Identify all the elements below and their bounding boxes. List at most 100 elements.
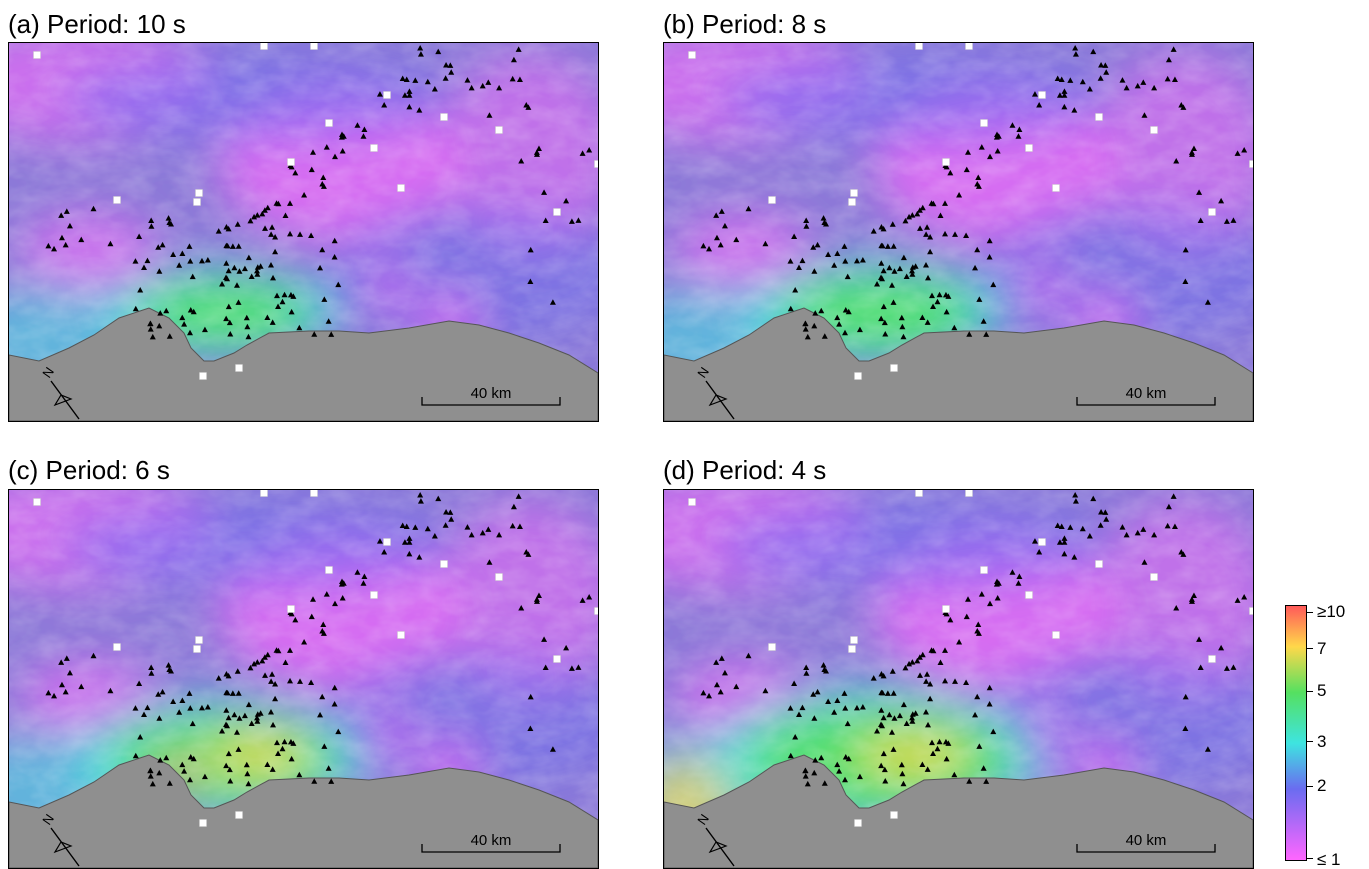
station-triangle-icon <box>934 298 941 305</box>
station-triangle-icon <box>842 329 849 336</box>
station-triangle-icon <box>187 776 194 783</box>
station-triangle-icon <box>1218 197 1225 204</box>
station-triangle-icon <box>787 705 794 711</box>
station-triangle-icon <box>189 273 196 280</box>
station-triangle-icon <box>943 163 950 170</box>
station-triangle-icon <box>165 215 172 221</box>
site-square-icon <box>495 126 503 134</box>
station-triangle-icon <box>233 282 240 288</box>
station-triangle-icon <box>267 261 274 268</box>
station-triangle-icon <box>976 296 983 302</box>
station-triangle-icon <box>1031 538 1038 544</box>
station-triangle-icon <box>882 778 889 784</box>
station-triangle-icon <box>63 208 70 214</box>
station-triangle-icon <box>331 153 338 160</box>
station-triangle-icon <box>269 224 276 230</box>
station-triangle-icon <box>900 254 907 261</box>
station-triangle-icon <box>1197 217 1204 223</box>
station-triangle-icon <box>331 700 338 707</box>
station-triangle-icon <box>990 281 997 288</box>
station-triangle-icon <box>986 253 993 260</box>
station-triangle-icon <box>1196 189 1203 195</box>
station-triangle-icon <box>1119 77 1126 83</box>
station-triangle-icon <box>297 231 304 237</box>
station-triangle-icon <box>1072 492 1079 498</box>
station-triangle-icon <box>235 299 242 305</box>
station-triangle-icon <box>516 523 523 529</box>
station-triangle-icon <box>903 273 910 279</box>
station-triangle-icon <box>844 720 851 727</box>
station-triangle-icon <box>58 681 65 688</box>
station-triangle-icon <box>586 593 593 600</box>
site-square-icon <box>915 43 923 50</box>
station-triangle-icon <box>279 298 286 305</box>
station-triangle-icon <box>900 780 907 787</box>
station-triangle-icon <box>533 149 540 155</box>
station-triangle-icon <box>187 329 194 336</box>
station-triangle-icon <box>1182 693 1189 700</box>
station-triangle-icon <box>1204 299 1211 305</box>
station-triangle-icon <box>416 554 423 560</box>
station-triangle-icon <box>401 92 408 98</box>
station-triangle-icon <box>262 225 269 231</box>
station-triangle-icon <box>706 692 713 699</box>
station-triangle-icon <box>159 688 166 695</box>
site-markers <box>688 490 1253 827</box>
site-square-icon <box>1025 591 1033 599</box>
station-triangle-icon <box>1171 76 1178 82</box>
station-triangle-icon <box>986 700 993 707</box>
site-square-icon <box>325 566 333 574</box>
site-square-icon <box>113 196 121 204</box>
station-triangle-icon <box>945 293 952 299</box>
site-square-icon <box>965 490 973 497</box>
station-triangle-icon <box>713 681 720 688</box>
station-triangle-icon <box>443 61 450 68</box>
station-triangle-icon <box>972 711 979 718</box>
station-triangle-icon <box>1173 157 1180 164</box>
station-triangle-icon <box>90 205 97 212</box>
station-triangle-icon <box>943 610 950 617</box>
station-triangle-icon <box>575 664 582 670</box>
station-triangle-icon <box>225 750 232 757</box>
station-triangle-icon <box>443 508 450 515</box>
scale-bar-label: 40 km <box>1126 832 1167 849</box>
station-triangle-icon <box>796 264 803 270</box>
station-triangle-icon <box>223 689 230 696</box>
station-triangle-icon <box>360 133 367 139</box>
site-square-icon <box>260 43 268 50</box>
station-triangle-icon <box>147 767 154 774</box>
station-triangle-icon <box>803 217 810 224</box>
site-square-icon <box>768 643 776 651</box>
station-triangle-icon <box>549 299 556 305</box>
station-triangle-icon <box>323 591 330 597</box>
station-triangle-icon <box>241 712 248 719</box>
station-triangle-icon <box>245 701 252 708</box>
station-triangle-icon <box>820 662 827 668</box>
station-triangle-icon <box>360 580 367 586</box>
station-triangle-icon <box>927 233 934 240</box>
station-triangle-icon <box>952 678 959 684</box>
station-triangle-icon <box>320 174 327 180</box>
station-triangle-icon <box>272 680 279 687</box>
site-square-icon <box>1038 91 1046 99</box>
station-triangle-icon <box>275 750 282 756</box>
station-triangle-icon <box>292 169 299 176</box>
station-triangle-icon <box>424 78 431 85</box>
site-square-icon <box>1249 160 1253 168</box>
station-triangle-icon <box>916 654 923 660</box>
station-triangle-icon <box>1102 62 1109 68</box>
station-triangle-icon <box>1067 77 1074 83</box>
site-square-icon <box>193 198 201 206</box>
station-triangle-icon <box>325 765 332 771</box>
station-triangle-icon <box>275 303 282 309</box>
site-square-icon <box>890 364 898 372</box>
colorbar <box>1285 605 1307 861</box>
station-triangle-icon <box>261 654 268 660</box>
station-triangle-icon <box>287 647 294 653</box>
station-triangle-icon <box>254 718 261 724</box>
station-triangle-icon <box>297 678 304 684</box>
station-triangle-icon <box>58 234 65 241</box>
panel-c-title: (c) Period: 6 s <box>8 455 170 485</box>
station-triangle-icon <box>187 258 194 264</box>
station-triangle-icon <box>888 729 895 735</box>
